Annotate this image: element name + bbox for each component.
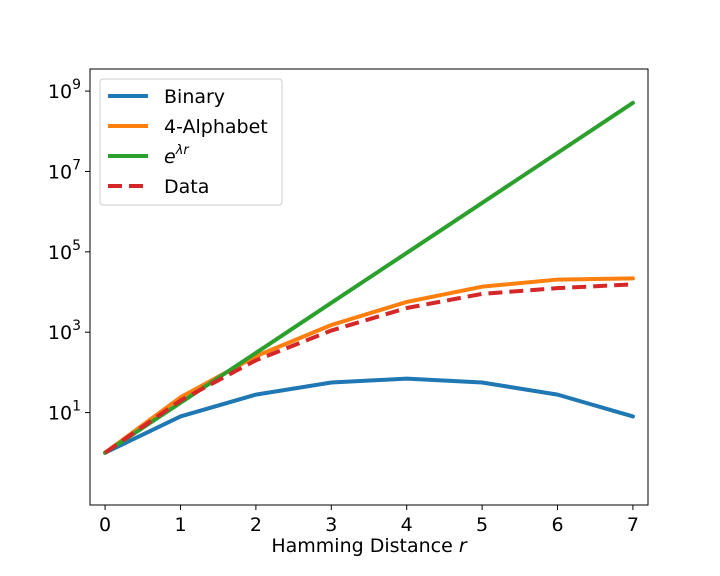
series-line-4 [103,282,634,455]
x-axis-label: Hamming Distance r [271,535,468,557]
series-lines [103,100,635,455]
y-axis: 101 103 105 107 109 [48,77,90,425]
y-tick-label: 109 [48,77,81,103]
legend: Binary 4-Alphabet eλr Data [99,78,283,206]
y-tick-label: 103 [48,318,81,344]
series-line-2 [103,276,635,455]
x-tick-label: 3 [325,514,337,536]
legend-label: eλr [164,143,190,168]
legend-box [99,78,283,206]
y-tick-label: 101 [48,399,81,425]
legend-label: Binary [164,86,225,108]
x-tick-label: 4 [401,514,413,536]
legend-label: 4-Alphabet [164,116,268,138]
legend-label: Data [164,176,209,198]
x-tick-label: 1 [174,514,186,536]
x-axis: 0 1 2 3 4 5 6 7 [99,505,639,536]
series-line-1 [103,376,635,455]
y-tick-label: 105 [48,238,81,264]
x-tick-label: 6 [551,514,563,536]
y-tick-label: 107 [48,157,81,183]
x-tick-label: 5 [476,514,488,536]
x-tick-label: 0 [99,514,111,536]
x-tick-label: 7 [627,514,639,536]
x-tick-label: 2 [250,514,262,536]
